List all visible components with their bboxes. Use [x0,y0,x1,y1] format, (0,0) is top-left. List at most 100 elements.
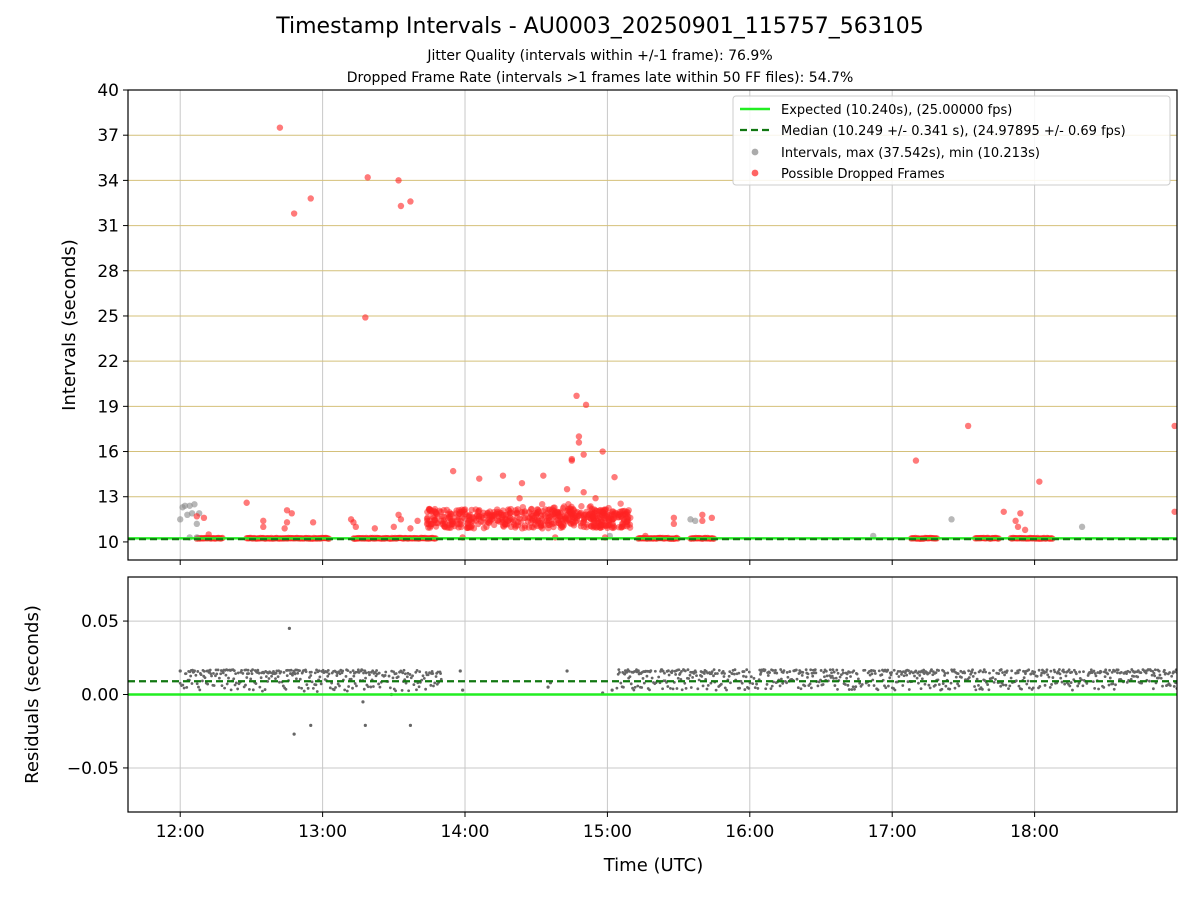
residual-point [940,687,944,691]
residual-point [298,677,302,681]
residual-point [1078,670,1081,674]
dropped-frame-point [485,511,493,519]
chart-title: Timestamp Intervals - AU0003_20250901_11… [276,14,924,39]
residual-point [695,674,698,678]
residual-point [1039,673,1043,677]
dropped-frame-point [578,503,585,510]
residual-point [194,673,198,677]
residual-point [1116,668,1120,672]
legend-dropped-swatch [751,169,759,177]
residual-point [220,684,224,688]
residual-point [906,680,910,684]
dropped-frame-point [193,513,201,520]
residual-point [1063,682,1067,686]
residual-point [287,626,291,631]
dropped-frame-point [243,499,250,506]
dropped-frame-point [557,510,564,517]
residual-point [770,684,774,688]
residual-point [209,672,213,676]
residual-point [1102,685,1106,689]
residual-point [434,675,438,678]
y-tick-label: 28 [97,262,119,282]
residual-point [1144,671,1148,675]
residual-point [1116,671,1119,675]
residual-point [808,682,812,686]
dropped-frame-point [562,516,569,524]
dropped-frame-point [205,531,212,538]
residual-point [949,681,953,685]
residual-point [619,681,623,685]
residual-point [1136,675,1140,679]
residual-point [610,688,614,692]
residual-point [930,668,933,672]
dropped-frame-point [470,525,478,532]
residual-point [766,674,770,677]
residual-point [313,671,317,675]
residual-point [709,681,713,685]
residual-point [232,677,236,681]
residual-point [216,668,220,672]
residual-point [317,669,321,673]
residual-point [1064,674,1068,678]
dropped-frame-point [283,507,291,514]
residual-point [782,669,786,673]
residual-point [694,670,698,674]
residual-point [781,681,785,685]
residual-point [991,676,995,680]
residual-point [202,669,206,673]
residual-point [944,684,948,688]
residual-point [417,685,421,689]
residual-point [712,668,716,671]
dropped-frame-point [570,507,578,514]
residual-point [952,668,956,672]
interval-point [188,510,196,517]
residual-point [461,688,465,692]
dropped-frame-point [620,517,628,525]
residual-point [697,678,701,682]
residual-point [1009,676,1013,680]
residual-point [1062,670,1066,674]
dropped-frame-point [598,519,606,526]
dropped-frame-point [465,522,472,530]
y-tick-label: 0.00 [81,686,119,706]
dropped-frame-point [1012,517,1019,525]
dropped-frame-point [592,495,599,502]
dropped-frame-point [595,515,602,522]
residual-point [1076,684,1080,688]
residual-point [775,671,779,675]
y-tick-label: 13 [97,488,119,508]
residual-point [801,670,805,674]
residual-point [727,674,731,678]
dropped-frame-point [586,504,593,511]
residual-point [1040,671,1044,675]
residual-point [970,670,974,674]
residual-point [1082,670,1085,674]
residual-point [1089,668,1093,672]
residual-point [840,673,843,676]
dropped-frame-point [609,515,617,523]
interval-point [191,501,198,508]
residual-point [1045,668,1049,672]
residual-point [973,671,977,675]
dropped-frame-point [494,508,501,516]
residual-point [788,670,792,673]
dropped-frame-point [619,507,627,515]
residual-point [922,672,926,675]
dropped-frame-point [407,525,414,532]
residual-point [408,723,413,727]
residual-point [923,682,927,686]
residual-point [670,669,674,673]
residual-point [1114,683,1117,687]
residual-point [1157,669,1161,673]
residual-point [907,669,910,673]
residual-point [893,688,897,692]
residual-point [366,685,370,689]
residual-point [941,682,945,686]
residual-point [722,675,726,678]
residual-point [244,683,247,687]
y-tick-label: 0.05 [81,612,119,632]
residual-point [349,670,352,674]
dropped-frame-point [521,524,529,531]
residual-point [851,685,855,689]
residual-point [245,676,249,679]
